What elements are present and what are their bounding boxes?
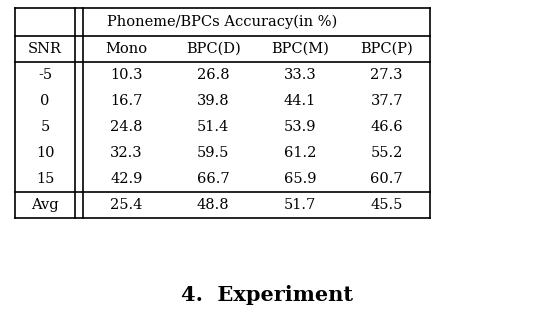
Text: 37.7: 37.7 xyxy=(371,94,403,108)
Text: 46.6: 46.6 xyxy=(370,120,403,134)
Text: 48.8: 48.8 xyxy=(197,198,230,212)
Text: Mono: Mono xyxy=(105,42,147,56)
Text: 27.3: 27.3 xyxy=(371,68,403,82)
Text: 66.7: 66.7 xyxy=(197,172,230,186)
Text: 61.2: 61.2 xyxy=(284,146,316,160)
Text: 51.4: 51.4 xyxy=(197,120,229,134)
Text: 59.5: 59.5 xyxy=(197,146,229,160)
Text: 4.  Experiment: 4. Experiment xyxy=(181,285,353,305)
Text: 5: 5 xyxy=(41,120,50,134)
Text: 60.7: 60.7 xyxy=(370,172,403,186)
Text: 0: 0 xyxy=(40,94,50,108)
Text: 45.5: 45.5 xyxy=(371,198,403,212)
Text: 39.8: 39.8 xyxy=(197,94,230,108)
Text: BPC(M): BPC(M) xyxy=(271,42,329,56)
Text: 24.8: 24.8 xyxy=(110,120,143,134)
Text: 44.1: 44.1 xyxy=(284,94,316,108)
Text: 15: 15 xyxy=(36,172,54,186)
Text: SNR: SNR xyxy=(28,42,62,56)
Text: 51.7: 51.7 xyxy=(284,198,316,212)
Text: 25.4: 25.4 xyxy=(110,198,143,212)
Text: -5: -5 xyxy=(38,68,52,82)
Text: 53.9: 53.9 xyxy=(284,120,316,134)
Text: Phoneme/BPCs Accuracy(in %): Phoneme/BPCs Accuracy(in %) xyxy=(107,15,337,29)
Text: 10.3: 10.3 xyxy=(110,68,143,82)
Text: 32.3: 32.3 xyxy=(110,146,143,160)
Text: Avg: Avg xyxy=(31,198,59,212)
Text: BPC(D): BPC(D) xyxy=(186,42,240,56)
Text: 65.9: 65.9 xyxy=(284,172,316,186)
Text: BPC(P): BPC(P) xyxy=(360,42,413,56)
Text: 26.8: 26.8 xyxy=(197,68,230,82)
Text: 16.7: 16.7 xyxy=(110,94,143,108)
Text: 10: 10 xyxy=(36,146,54,160)
Text: 42.9: 42.9 xyxy=(110,172,143,186)
Text: 55.2: 55.2 xyxy=(371,146,403,160)
Text: 33.3: 33.3 xyxy=(284,68,316,82)
